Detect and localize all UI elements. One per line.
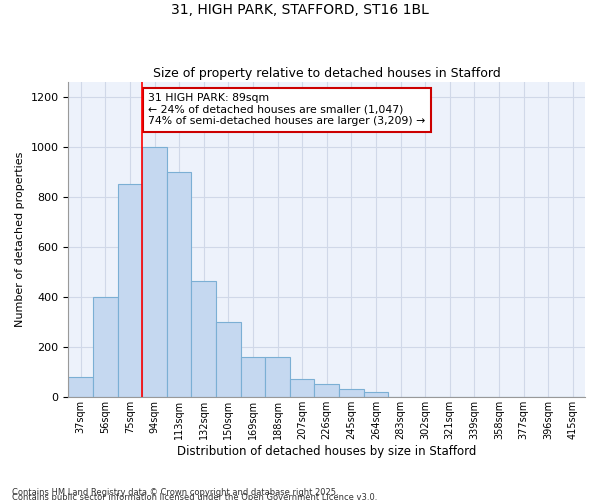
Bar <box>364 392 388 397</box>
X-axis label: Distribution of detached houses by size in Stafford: Distribution of detached houses by size … <box>177 444 476 458</box>
Text: Contains public sector information licensed under the Open Government Licence v3: Contains public sector information licen… <box>12 492 377 500</box>
Bar <box>265 357 290 397</box>
Bar <box>93 297 118 397</box>
Bar <box>142 147 167 397</box>
Bar <box>167 172 191 397</box>
Bar <box>68 377 93 397</box>
Bar <box>339 390 364 397</box>
Bar <box>216 322 241 397</box>
Bar <box>241 357 265 397</box>
Bar <box>191 280 216 397</box>
Bar <box>314 384 339 397</box>
Text: Contains HM Land Registry data © Crown copyright and database right 2025.: Contains HM Land Registry data © Crown c… <box>12 488 338 497</box>
Y-axis label: Number of detached properties: Number of detached properties <box>15 152 25 327</box>
Bar <box>118 184 142 397</box>
Text: 31 HIGH PARK: 89sqm
← 24% of detached houses are smaller (1,047)
74% of semi-det: 31 HIGH PARK: 89sqm ← 24% of detached ho… <box>148 93 426 126</box>
Text: 31, HIGH PARK, STAFFORD, ST16 1BL: 31, HIGH PARK, STAFFORD, ST16 1BL <box>171 2 429 16</box>
Bar <box>290 380 314 397</box>
Title: Size of property relative to detached houses in Stafford: Size of property relative to detached ho… <box>153 66 500 80</box>
